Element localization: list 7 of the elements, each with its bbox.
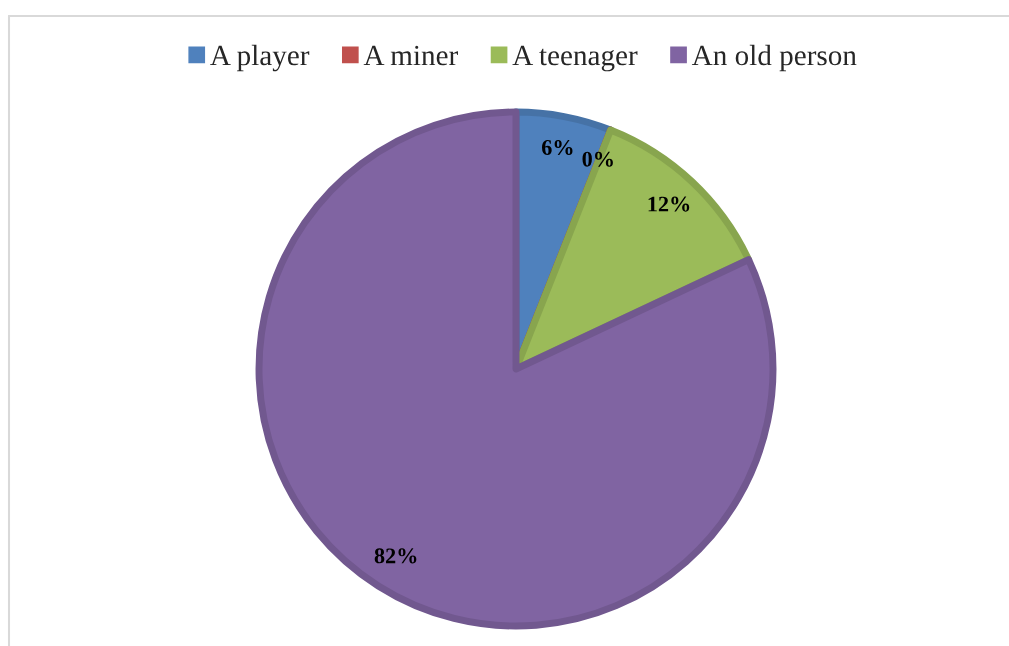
data-label: 82% bbox=[374, 548, 417, 564]
legend-label: An old person bbox=[691, 44, 857, 72]
legend-label: A miner bbox=[363, 45, 458, 66]
legend-label: A teenager bbox=[512, 45, 638, 72]
data-label: 12% bbox=[648, 196, 690, 212]
legend-label: A player bbox=[210, 44, 310, 72]
data-label: 6% bbox=[541, 139, 573, 156]
